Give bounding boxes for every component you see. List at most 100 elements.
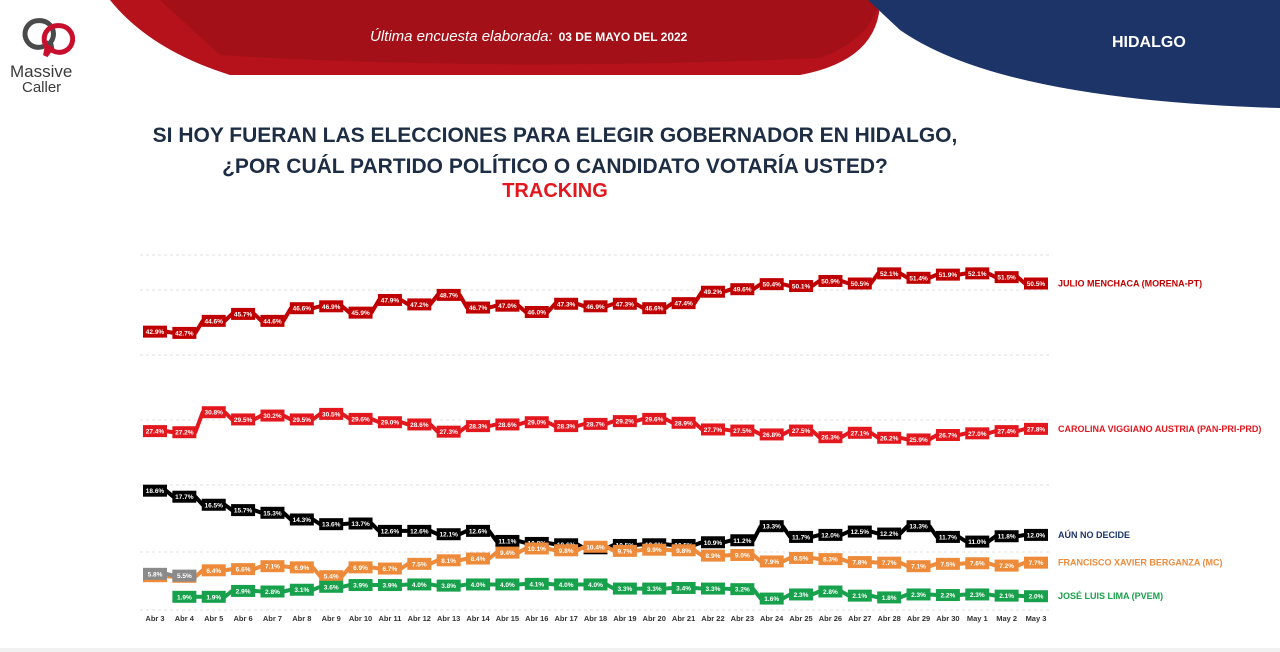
data-point: [847, 426, 872, 439]
data-label: 50.5%: [851, 281, 870, 288]
data-label: 30.5%: [322, 411, 341, 418]
data-point: [466, 524, 491, 537]
x-tick-label: Abr 4: [175, 614, 195, 623]
data-point: [554, 578, 579, 591]
data-label: 12.6%: [381, 528, 400, 535]
data-label: 1.8%: [882, 595, 897, 602]
legend-label: JULIO MENCHACA (MORENA-PT): [1058, 279, 1202, 289]
data-point: [612, 297, 637, 310]
data-label: 28.9%: [674, 420, 693, 427]
data-label: 2.9%: [236, 588, 251, 595]
data-label: 6.4%: [206, 568, 221, 575]
data-label: 5.4%: [324, 574, 339, 581]
data-point: [935, 268, 960, 281]
data-label: 7.7%: [882, 560, 897, 567]
data-point: [906, 588, 931, 601]
chart-question: SI HOY FUERAN LAS ELECCIONES PARA ELEGIR…: [130, 120, 980, 182]
x-tick-label: Abr 12: [408, 614, 431, 623]
data-point: [231, 584, 256, 597]
data-label: 45.9%: [351, 310, 370, 317]
data-point: [935, 589, 960, 602]
data-label: 47.9%: [381, 297, 400, 304]
data-label: 46.7%: [469, 305, 488, 312]
data-point: [143, 325, 167, 338]
data-label: 26.7%: [939, 433, 958, 440]
data-label: 8.5%: [794, 555, 809, 562]
data-point: [436, 425, 461, 438]
data-point: [818, 585, 843, 598]
data-label: 25.9%: [909, 437, 928, 444]
data-point: [436, 528, 461, 541]
data-point: [642, 412, 667, 425]
data-point: [466, 420, 491, 433]
data-point: [319, 407, 344, 420]
data-label: 7.2%: [999, 563, 1014, 570]
data-point: [700, 549, 725, 562]
data-point: [143, 567, 167, 580]
data-point: [700, 582, 725, 595]
data-point: [789, 280, 814, 293]
data-point: [289, 513, 314, 526]
data-point: [847, 589, 872, 602]
data-point: [877, 431, 902, 444]
data-label: 29.6%: [645, 416, 664, 423]
data-label: 42.9%: [146, 329, 165, 336]
data-label: 9.8%: [676, 548, 691, 555]
survey-info: Última encuesta elaborada: 03 DE MAYO DEL…: [370, 28, 687, 45]
data-label: 3.6%: [324, 584, 339, 591]
data-label: 13.7%: [351, 521, 370, 528]
data-point: [260, 560, 285, 573]
data-label: 1.9%: [206, 594, 221, 601]
series-line: [173, 581, 1047, 601]
data-point: [201, 498, 226, 511]
data-point: [965, 427, 990, 440]
x-tick-label: Abr 7: [263, 614, 282, 623]
data-point: [348, 579, 373, 592]
data-label: 46.6%: [293, 306, 312, 313]
data-label: 4.0%: [559, 582, 574, 589]
data-label: 7.7%: [1029, 560, 1044, 567]
data-label: 29.0%: [528, 420, 547, 427]
data-label: 29.2%: [616, 419, 635, 426]
data-point: [642, 543, 667, 556]
data-point: [348, 412, 373, 425]
data-point: [524, 577, 549, 590]
data-label: 16.5%: [205, 502, 224, 509]
data-label: 52.1%: [968, 271, 987, 278]
data-label: 6.6%: [236, 567, 251, 574]
data-point: [407, 418, 432, 431]
data-point: [789, 588, 814, 601]
data-point: [759, 555, 784, 568]
data-label: 28.3%: [469, 424, 488, 431]
data-point: [789, 424, 814, 437]
data-label: 18.6%: [146, 488, 165, 495]
data-label: 12.1%: [439, 532, 458, 539]
data-label: 5.8%: [148, 571, 163, 578]
data-label: 49.6%: [733, 287, 752, 294]
data-point: [818, 274, 843, 287]
data-label: 29.0%: [381, 420, 400, 427]
data-label: 13.3%: [909, 524, 928, 531]
data-point: [671, 544, 696, 557]
data-point: [524, 542, 549, 555]
data-label: 1.6%: [764, 596, 779, 603]
data-label: 2.8%: [823, 589, 838, 596]
data-point: [201, 590, 226, 603]
data-label: 1.9%: [177, 594, 192, 601]
data-label: 5.5%: [177, 573, 192, 580]
data-point: [612, 582, 637, 595]
data-point: [407, 524, 432, 537]
data-label: 47.2%: [410, 302, 429, 309]
data-point: [994, 589, 1019, 602]
data-point: [436, 288, 461, 301]
data-point: [818, 553, 843, 566]
data-label: 29.5%: [293, 417, 312, 424]
data-point: [143, 425, 167, 438]
data-label: 28.6%: [410, 422, 429, 429]
data-label: 48.7%: [439, 292, 458, 299]
navy-banner: [868, 0, 1280, 108]
survey-date: 03 DE MAYO DEL 2022: [558, 30, 688, 44]
data-label: 27.1%: [851, 430, 870, 437]
data-label: 6.9%: [294, 565, 309, 572]
